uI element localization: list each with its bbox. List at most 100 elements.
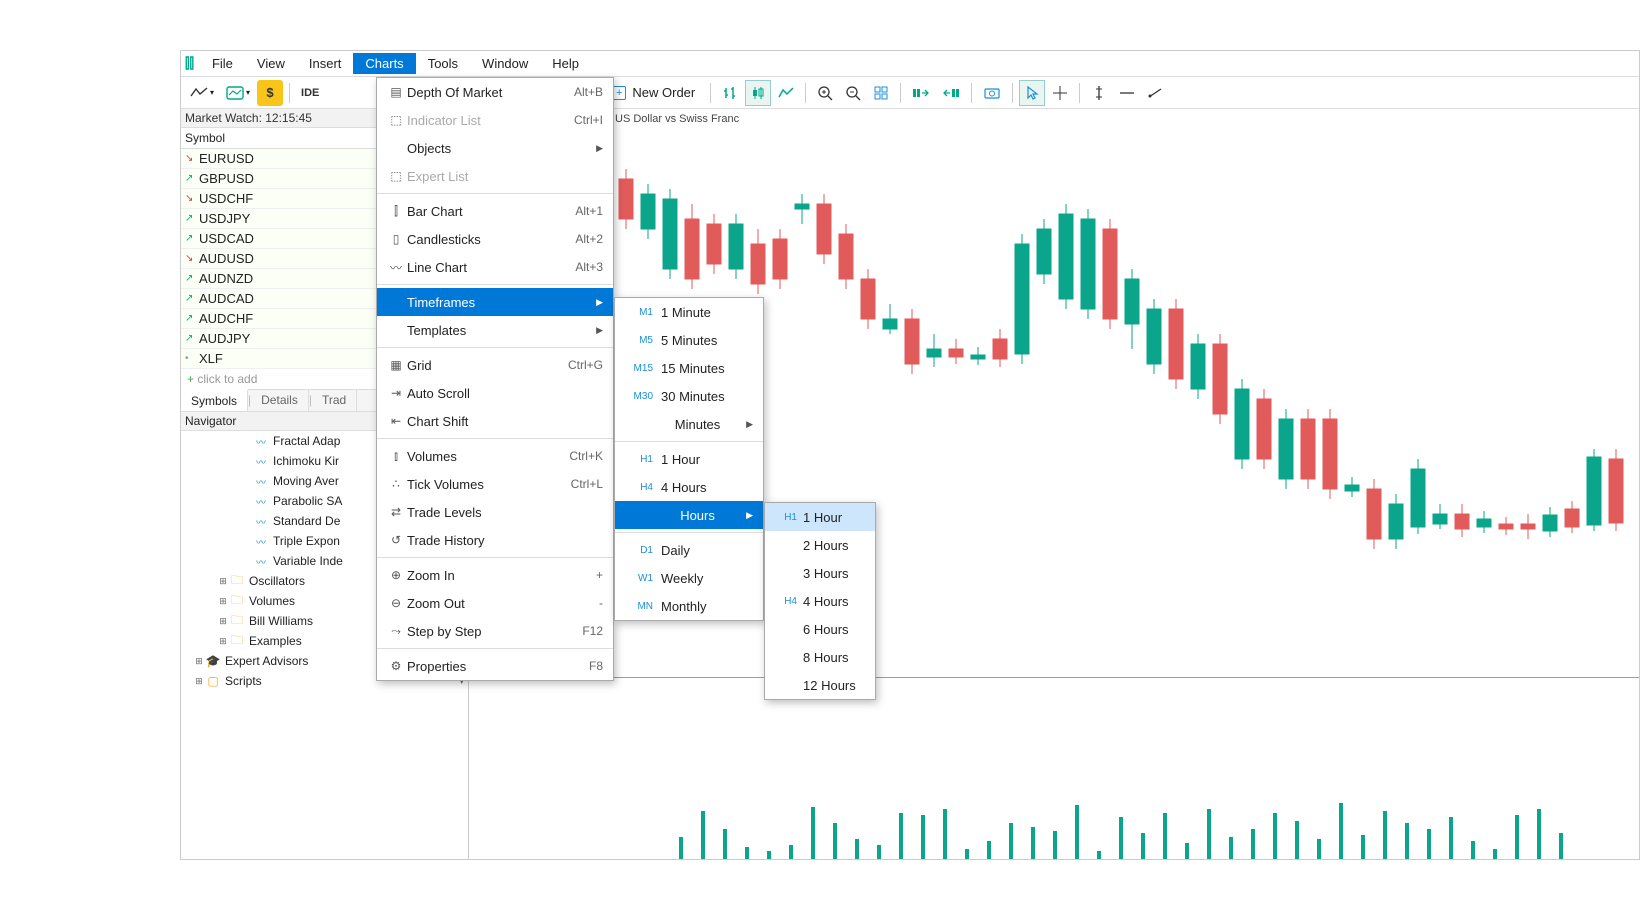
menu-insert[interactable]: Insert [297,53,354,74]
menu-item-weekly[interactable]: W1Weekly [615,564,763,592]
menu-item-zoom-in[interactable]: ⊕Zoom In+ [377,561,613,589]
menu-item-templates[interactable]: Templates▶ [377,316,613,344]
menu-item-1-hour[interactable]: H11 Hour [765,503,875,531]
folder-icon: 🗀 [229,591,245,612]
menu-item-grid[interactable]: ▦GridCtrl+G [377,351,613,379]
mw-tab-details[interactable]: Details [251,390,309,411]
tf-code: H1 [623,454,653,465]
tf-code: M5 [623,335,653,346]
expand-icon[interactable]: ⊞ [217,616,229,627]
mw-tab-trad[interactable]: Trad [312,390,357,411]
menu-item-1-hour[interactable]: H11 Hour [615,445,763,473]
menu-window[interactable]: Window [470,53,540,74]
menu-item-line-chart[interactable]: 〰Line ChartAlt+3 [377,253,613,281]
menu-tools[interactable]: Tools [416,53,470,74]
menu-item-auto-scroll[interactable]: ⇥Auto Scroll [377,379,613,407]
symbol-label: AUDCHF [199,311,384,326]
menu-file[interactable]: File [200,53,245,74]
menu-icon: ⊖ [385,596,407,610]
indicator-icon: 〰 [253,474,269,489]
menu-charts[interactable]: Charts [353,53,415,74]
menu-item-expert-list[interactable]: ⬚Expert List [377,162,613,190]
menu-view[interactable]: View [245,53,297,74]
menu-item-trade-history[interactable]: ↺Trade History [377,526,613,554]
menu-item-trade-levels[interactable]: ⇄Trade Levels [377,498,613,526]
tf-code: H4 [623,482,653,493]
direction-icon: ↘ [185,253,199,264]
indicator-icon: 〰 [253,494,269,509]
menu-item-12-hours[interactable]: 12 Hours [765,671,875,699]
menu-item-minutes[interactable]: Minutes▶ [615,410,763,438]
menu-item-daily[interactable]: D1Daily [615,536,763,564]
menu-item-zoom-out[interactable]: ⊖Zoom Out- [377,589,613,617]
charts-menu: ▤Depth Of MarketAlt+B⬚Indicator ListCtrl… [376,77,614,681]
menu-item-30-minutes[interactable]: M3030 Minutes [615,382,763,410]
cursor-icon[interactable] [1019,80,1045,106]
menu-item-timeframes[interactable]: Timeframes▶ [377,288,613,316]
menu-item-6-hours[interactable]: 6 Hours [765,615,875,643]
screenshot-icon[interactable] [978,80,1006,106]
grid-icon[interactable] [868,80,894,106]
menu-icon: ⫿ [385,204,407,219]
script-icon: ▢ [205,674,221,688]
menu-item-1-minute[interactable]: M11 Minute [615,298,763,326]
direction-icon: ↗ [185,233,199,244]
direction-icon: ↗ [185,273,199,284]
auto-scroll-icon[interactable] [907,80,935,106]
expand-icon[interactable]: ⊞ [193,656,205,667]
expand-icon[interactable]: ⊞ [217,636,229,647]
vline-icon[interactable] [1086,80,1112,106]
ide-button[interactable]: IDE [296,80,324,106]
chart-shift-icon[interactable] [937,80,965,106]
menu-item-5-minutes[interactable]: M55 Minutes [615,326,763,354]
menu-icon: 〰 [385,259,407,276]
menu-item-properties[interactable]: ⚙PropertiesF8 [377,652,613,680]
mw-tab-symbols[interactable]: Symbols [181,389,248,411]
line-chart-icon[interactable] [773,80,799,106]
menu-item-tick-volumes[interactable]: ∴Tick VolumesCtrl+L [377,470,613,498]
chart-type-dropdown[interactable]: ▾ [185,80,219,106]
menu-help[interactable]: Help [540,53,591,74]
menu-item-bar-chart[interactable]: ⫿Bar ChartAlt+1 [377,197,613,225]
candlestick-icon[interactable] [745,80,771,106]
menu-icon: ▦ [385,358,407,372]
menu-item-2-hours[interactable]: 2 Hours [765,531,875,559]
direction-icon: ↗ [185,333,199,344]
new-order-button[interactable]: +New Order [603,80,704,106]
menu-item-objects[interactable]: Objects▶ [377,134,613,162]
menu-item-hours[interactable]: Hours▶ [615,501,763,529]
menu-icon: ▯ [385,232,407,246]
zoom-in-icon[interactable] [812,80,838,106]
symbol-label: USDJPY [199,211,384,226]
trendline-icon[interactable] [1142,80,1168,106]
menu-item-8-hours[interactable]: 8 Hours [765,643,875,671]
expand-icon[interactable]: ⊞ [193,676,205,687]
direction-icon: ↗ [185,173,199,184]
menu-item-4-hours[interactable]: H44 Hours [615,473,763,501]
expand-icon[interactable]: ⊞ [217,576,229,587]
menu-item-volumes[interactable]: ⫾VolumesCtrl+K [377,442,613,470]
indicators-dropdown[interactable]: ▾ [221,80,255,106]
dollar-button[interactable]: $ [257,80,283,106]
menu-item-step-by-step[interactable]: ⤳Step by StepF12 [377,617,613,645]
expand-icon[interactable]: ⊞ [217,596,229,607]
toolbar-separator [710,83,711,103]
indicator-icon: 〰 [253,514,269,529]
menu-item-depth-of-market[interactable]: ▤Depth Of MarketAlt+B [377,78,613,106]
menu-item-candlesticks[interactable]: ▯CandlesticksAlt+2 [377,225,613,253]
menu-item-monthly[interactable]: MNMonthly [615,592,763,620]
menu-icon: ↺ [385,533,407,547]
menu-item-indicator-list[interactable]: ⬚Indicator ListCtrl+I [377,106,613,134]
menu-item-chart-shift[interactable]: ⇤Chart Shift [377,407,613,435]
toolbar-separator [289,83,290,103]
menu-item-4-hours[interactable]: H44 Hours [765,587,875,615]
menu-item-3-hours[interactable]: 3 Hours [765,559,875,587]
zoom-out-icon[interactable] [840,80,866,106]
bar-chart-icon[interactable] [717,80,743,106]
menu-item-15-minutes[interactable]: M1515 Minutes [615,354,763,382]
hline-icon[interactable] [1114,80,1140,106]
crosshair-icon[interactable] [1047,80,1073,106]
symbol-label: XLF [199,351,384,366]
symbol-label: AUDCAD [199,291,384,306]
menu-icon: ⫾ [385,449,407,464]
